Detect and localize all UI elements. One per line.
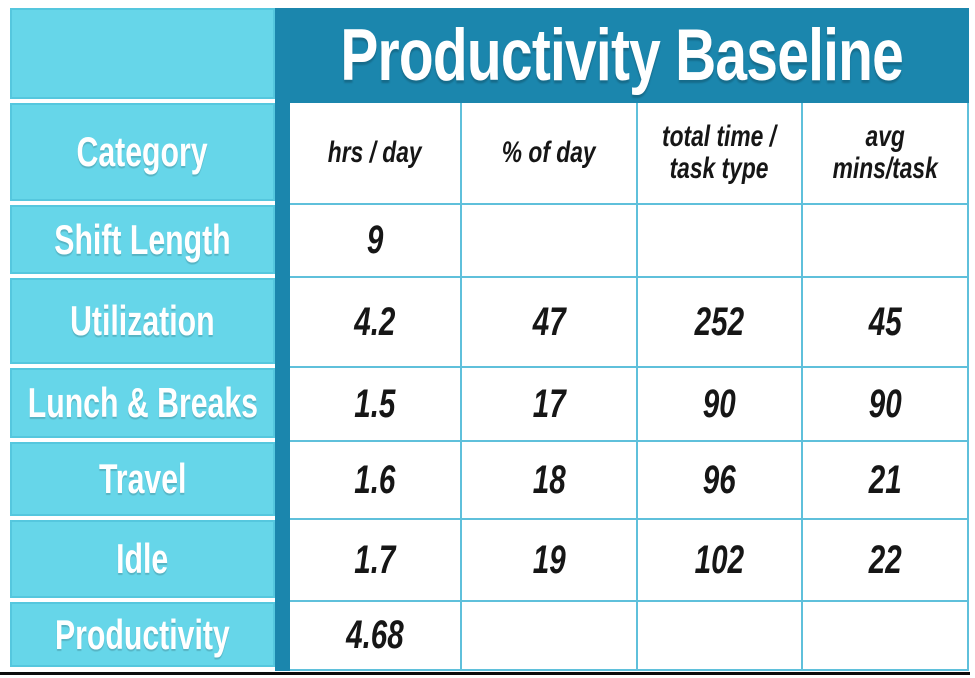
cell-value: 90 <box>703 381 736 426</box>
row-label-productivity: Productivity <box>10 602 275 667</box>
table-grid: Productivity Baseline Category hrs / day… <box>10 8 969 671</box>
category-column-header: Category <box>10 103 275 201</box>
table-cell <box>638 602 803 671</box>
row-label: Travel <box>98 455 187 502</box>
category-header-label: Category <box>76 128 209 175</box>
column-header-pct-of-day: % of day <box>462 103 638 205</box>
corner-blank-cell <box>10 8 275 99</box>
table-cell: 1.7 <box>290 520 462 602</box>
row-label: Productivity <box>55 610 230 658</box>
cell-value: 21 <box>868 457 902 502</box>
table-cell: 4.2 <box>290 278 462 368</box>
cell-value: 1.5 <box>354 381 396 426</box>
row-label-lunch-breaks: Lunch & Breaks <box>10 368 275 438</box>
cell-value: 252 <box>694 299 745 344</box>
cell-value: 4.68 <box>346 613 404 657</box>
table-cell <box>462 602 638 671</box>
table-cell: 9 <box>290 205 462 278</box>
table-cell: 90 <box>638 368 803 442</box>
row-label: Idle <box>116 535 169 582</box>
table-cell: 90 <box>803 368 969 442</box>
table-cell <box>462 205 638 278</box>
table-cell: 252 <box>638 278 803 368</box>
table-cell: 1.6 <box>290 442 462 520</box>
row-label-travel: Travel <box>10 442 275 516</box>
cell-value: 19 <box>532 537 566 582</box>
table-cell: 102 <box>638 520 803 602</box>
cell-value: 9 <box>366 218 384 262</box>
cell-value: 18 <box>532 457 566 502</box>
row-label: Shift Length <box>54 215 231 263</box>
column-header-label: hrs / day <box>328 135 422 169</box>
table-cell: 22 <box>803 520 969 602</box>
column-header-hrs-day: hrs / day <box>290 103 462 205</box>
cell-value: 1.7 <box>354 537 396 582</box>
column-header-avg-mins: avg mins/task <box>803 103 969 205</box>
table-cell: 19 <box>462 520 638 602</box>
column-header-label: total time / task type <box>662 119 777 185</box>
cell-value: 45 <box>868 299 902 344</box>
cell-value: 17 <box>532 381 566 426</box>
row-label-utilization: Utilization <box>10 278 275 364</box>
table-title: Productivity Baseline <box>340 15 904 96</box>
cell-value: 102 <box>694 537 745 582</box>
table-cell <box>803 602 969 671</box>
table-cell: 45 <box>803 278 969 368</box>
row-label: Lunch & Breaks <box>27 379 258 426</box>
table-cell: 18 <box>462 442 638 520</box>
row-label-idle: Idle <box>10 520 275 598</box>
cell-value: 4.2 <box>354 299 396 344</box>
table-cell: 4.68 <box>290 602 462 671</box>
table-cell: 17 <box>462 368 638 442</box>
column-header-label: avg mins/task <box>832 119 938 185</box>
row-label: Utilization <box>70 297 215 344</box>
cell-value: 96 <box>703 457 736 502</box>
column-header-label: % of day <box>502 135 596 169</box>
row-label-shift-length: Shift Length <box>10 205 275 274</box>
cell-value: 47 <box>532 299 566 344</box>
table-cell: 21 <box>803 442 969 520</box>
table-cell: 47 <box>462 278 638 368</box>
table-cell: 1.5 <box>290 368 462 442</box>
cell-value: 1.6 <box>354 457 396 502</box>
cell-value: 90 <box>868 381 902 426</box>
cell-value: 22 <box>868 537 902 582</box>
table-cell: 96 <box>638 442 803 520</box>
teal-separator-bar <box>275 103 290 671</box>
column-header-total-time: total time / task type <box>638 103 803 205</box>
table-title-band: Productivity Baseline <box>275 8 969 103</box>
table-cell <box>803 205 969 278</box>
table-cell <box>638 205 803 278</box>
bottom-rule <box>0 672 970 675</box>
